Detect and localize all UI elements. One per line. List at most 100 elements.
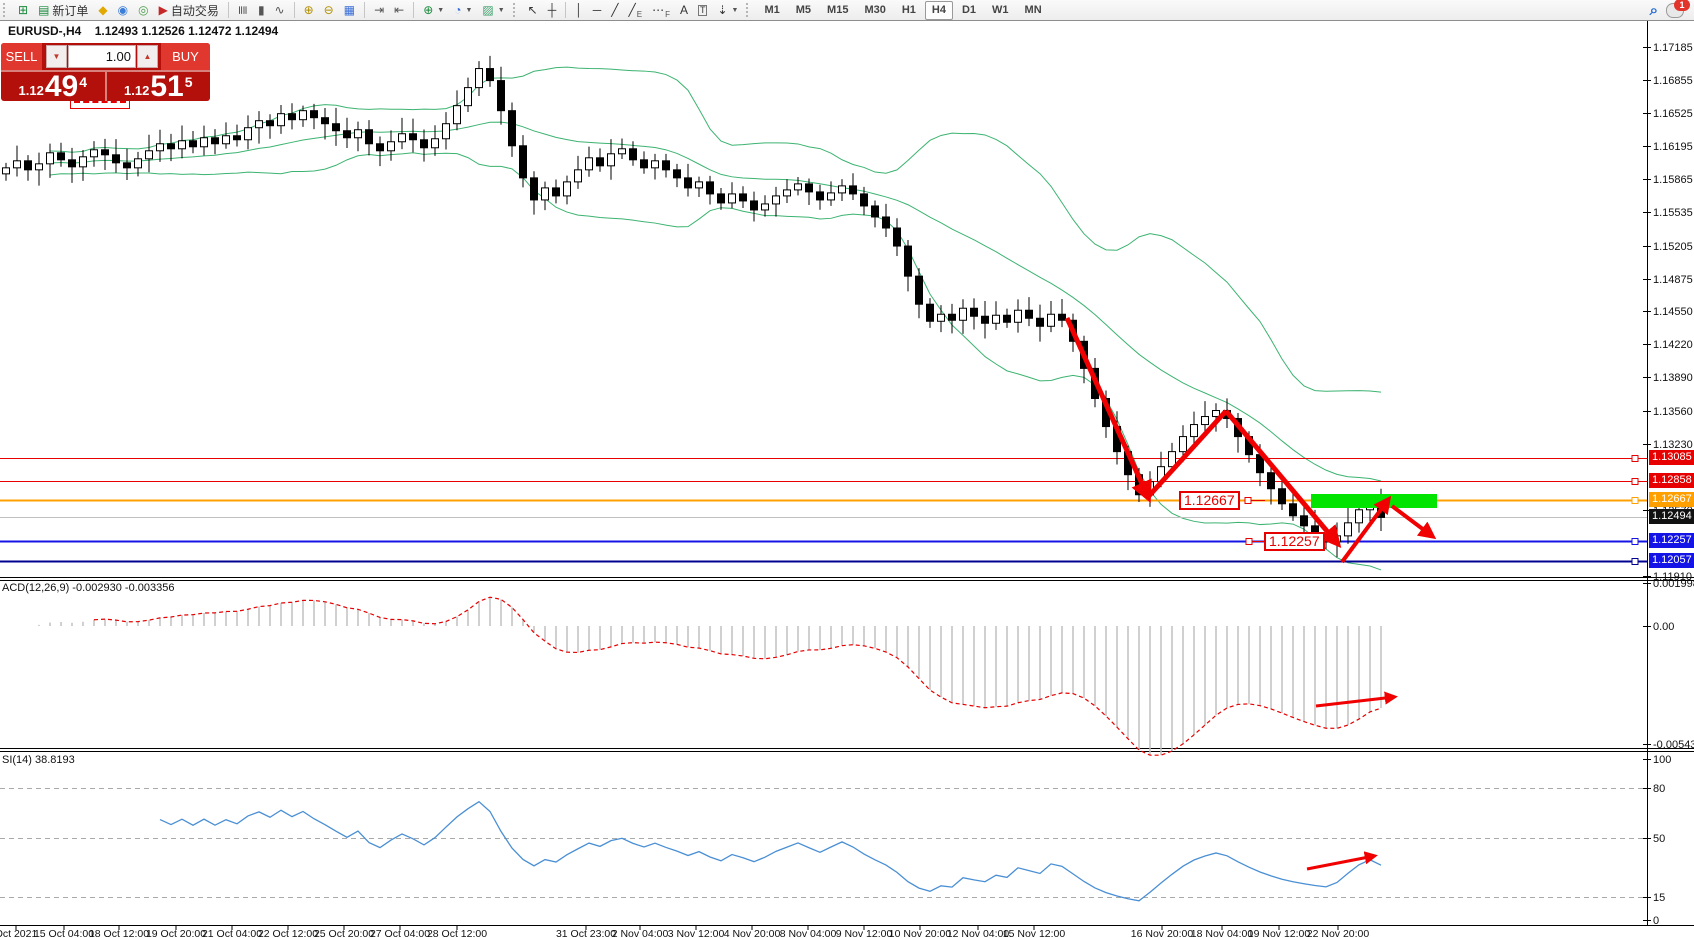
periods-dropdown-icon[interactable]: ▼	[465, 6, 473, 14]
candle-body	[354, 129, 362, 139]
templates-dropdown-icon[interactable]: ▼	[497, 6, 505, 14]
candle-body	[849, 185, 857, 195]
signals-button[interactable]: ◎	[133, 0, 153, 21]
level-line-handle[interactable]	[1631, 455, 1639, 462]
periods-button[interactable]: ◔ ▼	[449, 0, 477, 21]
projection-down[interactable]	[1390, 504, 1437, 540]
text-tool-button[interactable]: A	[675, 0, 693, 21]
timeframe-d1-button[interactable]: D1	[961, 3, 977, 16]
time-label[interactable]: Oct 2021	[0, 928, 37, 938]
level-line-handle[interactable]	[1631, 497, 1639, 504]
bar-chart-mode-button[interactable]: ≣	[233, 0, 253, 21]
bounce-up[interactable]	[1340, 495, 1392, 564]
axis-price-tag-1.12858: 1.12858	[1649, 473, 1694, 488]
level-line-handle[interactable]	[1631, 558, 1639, 565]
time-label[interactable]: 19 Oct 20:00	[146, 928, 206, 938]
time-label[interactable]: 25 Oct 20:00	[314, 928, 374, 938]
sell-button[interactable]: SELL	[1, 43, 42, 70]
templates-button[interactable]: ▨ ▼	[477, 0, 509, 21]
time-label[interactable]: 19 Nov 12:00	[1248, 928, 1311, 938]
lot-increase-button[interactable]: ▲	[137, 45, 158, 68]
time-label[interactable]: 9 Nov 12:00	[836, 928, 893, 938]
impulse-down-1[interactable]	[1064, 316, 1152, 504]
time-label[interactable]: 8 Nov 04:00	[780, 928, 837, 938]
time-label[interactable]: 15 Oct 04:00	[34, 928, 94, 938]
sell-price-big: 49	[44, 70, 79, 103]
candle-body	[211, 137, 219, 145]
metaeditor-button[interactable]: ◆	[93, 0, 112, 21]
buy-button[interactable]: BUY	[161, 43, 210, 70]
auto-scroll-icon: ⇥	[374, 3, 385, 17]
time-label[interactable]: 28 Oct 12:00	[427, 928, 487, 938]
time-label[interactable]: 22 Oct 12:00	[258, 928, 318, 938]
time-label[interactable]: 18 Oct 12:00	[89, 928, 149, 938]
zoom-out-icon: ⊖	[323, 3, 334, 17]
level-line-handle[interactable]	[1631, 538, 1639, 545]
level-line-handle[interactable]	[1631, 478, 1639, 485]
timeframe-m15-button[interactable]: M15	[827, 3, 849, 16]
vertical-line-tool-button[interactable]: │	[570, 0, 588, 21]
time-label[interactable]: 10 Nov 20:00	[889, 928, 952, 938]
indicators-list-button[interactable]: ⊕ ▼	[418, 0, 449, 21]
timeframe-m1-button[interactable]: M1	[764, 3, 780, 16]
support-zone-highlight[interactable]	[1311, 494, 1437, 508]
auto-scroll-button[interactable]: ⇥	[369, 0, 389, 21]
impulse-down-2[interactable]	[1224, 409, 1342, 549]
timeframe-h1-button[interactable]: H1	[901, 3, 916, 16]
equidistant-channel-tool-button[interactable]: ╱ E	[624, 0, 648, 21]
time-label[interactable]: 2 Nov 04:00	[612, 928, 669, 938]
horizontal-line-tool-button[interactable]: ─	[588, 0, 607, 21]
time-label[interactable]: 31 Oct 23:00	[556, 928, 616, 938]
zoom-in-button[interactable]: ⊕	[299, 0, 319, 21]
buy-price-prefix: 1.12	[124, 83, 150, 98]
timeframe-h4-button[interactable]: H4	[924, 0, 953, 20]
price-callout-1.12257[interactable]: 1.12257	[1264, 532, 1325, 551]
time-label[interactable]: 21 Oct 04:00	[202, 928, 262, 938]
tile-windows-button[interactable]: ▦	[339, 0, 360, 21]
crosshair-button[interactable]: ┼	[543, 0, 562, 21]
autotrading-button[interactable]: ▶ 自动交易	[154, 0, 224, 21]
buy-price[interactable]: 1.12 51 5	[107, 72, 211, 102]
rsi-arrow[interactable]	[1306, 851, 1378, 871]
fibonacci-tool-button[interactable]: ⋯ F	[647, 0, 675, 21]
timeframe-mn-button[interactable]: MN	[1024, 3, 1042, 16]
indicators-list-dropdown-icon[interactable]: ▼	[437, 6, 445, 14]
candle-chart-mode-button[interactable]: ▮	[253, 0, 270, 21]
mql5-community-button[interactable]: ◉	[113, 0, 133, 21]
time-label[interactable]: 3 Nov 12:00	[668, 928, 725, 938]
cursor-button[interactable]: ↖	[523, 0, 543, 21]
text-label-tool-button[interactable]: T	[693, 0, 713, 21]
timeframe-m5-button[interactable]: M5	[795, 3, 812, 16]
autotrading-label: 自动交易	[170, 3, 219, 18]
time-label[interactable]: 12 Nov 04:00	[947, 928, 1010, 938]
lot-decrease-button[interactable]: ▼	[46, 45, 67, 68]
toolbar-grip	[3, 3, 10, 17]
time-label[interactable]: 4 Nov 20:00	[724, 928, 781, 938]
candle-body	[376, 143, 384, 152]
chart-shift-button[interactable]: ⇤	[389, 0, 409, 21]
time-label[interactable]: 15 Nov 12:00	[1003, 928, 1066, 938]
timeframe-w1-button[interactable]: W1	[992, 3, 1009, 16]
price-callout-1.12667[interactable]: 1.12667	[1179, 491, 1240, 510]
macd-arrow[interactable]	[1315, 691, 1398, 708]
new-chart-button[interactable]: ⊞	[13, 0, 33, 21]
notifications-icon[interactable]: 1	[1666, 0, 1690, 18]
time-label[interactable]: 16 Nov 20:00	[1131, 928, 1194, 938]
candle-body	[90, 149, 98, 158]
sell-price[interactable]: 1.12 49 4	[1, 70, 107, 103]
zoom-out-button[interactable]: ⊖	[319, 0, 339, 21]
timeframe-m30-button[interactable]: M30	[864, 3, 886, 16]
trendline-tool-button[interactable]: ╱	[606, 0, 623, 21]
lot-size-input[interactable]: 1.00	[68, 45, 136, 68]
retrace-up-1[interactable]	[1146, 409, 1228, 499]
time-label[interactable]: 18 Nov 04:00	[1191, 928, 1254, 938]
time-label[interactable]: 22 Nov 20:00	[1307, 928, 1370, 938]
time-label[interactable]: 27 Oct 04:00	[370, 928, 430, 938]
chart-title: EURUSD-,H4 1.12493 1.12526 1.12472 1.124…	[8, 24, 278, 38]
arrows-tool-dropdown-icon[interactable]: ▼	[731, 6, 739, 14]
new-order-button[interactable]: ▤ 新订单	[33, 0, 93, 21]
search-icon[interactable]: ⌕	[1649, 1, 1658, 19]
line-chart-mode-button[interactable]: ∿	[270, 0, 290, 21]
arrows-tool-button[interactable]: ⇣ ▼	[712, 0, 743, 21]
